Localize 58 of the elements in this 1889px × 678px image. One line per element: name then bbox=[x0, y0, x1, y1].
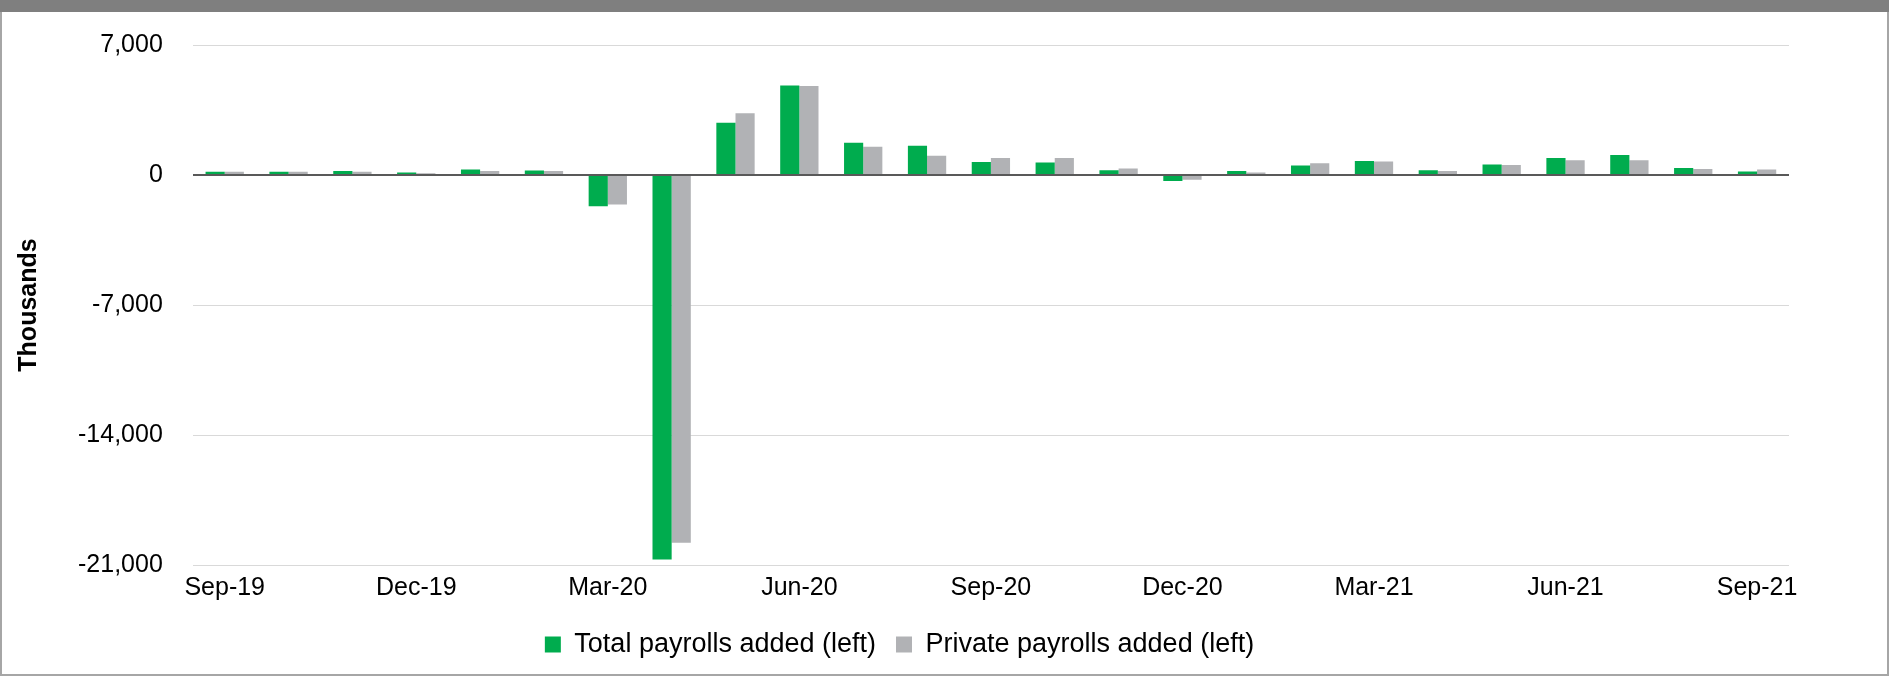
bar bbox=[333, 171, 353, 174]
bar bbox=[1737, 171, 1758, 174]
bar bbox=[480, 171, 500, 174]
bar bbox=[1310, 163, 1330, 174]
y-tick-label: 7,000 bbox=[100, 28, 163, 57]
x-tick-label: Mar-20 bbox=[568, 571, 648, 600]
y-tick-label: -21,000 bbox=[77, 548, 163, 577]
bar bbox=[1354, 160, 1374, 174]
bar bbox=[1373, 161, 1394, 174]
bar bbox=[735, 113, 755, 174]
bar bbox=[1693, 169, 1713, 174]
bar bbox=[588, 176, 608, 207]
x-tick-label: Sep-20 bbox=[950, 571, 1032, 600]
bar bbox=[1674, 167, 1694, 174]
bar bbox=[1757, 169, 1777, 174]
x-tick-label: Sep-21 bbox=[1716, 571, 1798, 600]
bar bbox=[1629, 160, 1649, 174]
bar bbox=[1610, 154, 1630, 174]
bar bbox=[907, 145, 928, 174]
bar bbox=[863, 146, 883, 174]
legend-label: Total payrolls added (left) bbox=[574, 627, 876, 658]
bar bbox=[1565, 160, 1585, 174]
bar bbox=[971, 162, 991, 174]
bar bbox=[844, 142, 864, 174]
legend-label: Private payrolls added (left) bbox=[925, 627, 1255, 658]
y-tick-label: -7,000 bbox=[91, 288, 163, 317]
bar bbox=[799, 86, 819, 174]
x-tick-label: Dec-20 bbox=[1142, 571, 1223, 600]
y-tick-label: -14,000 bbox=[77, 418, 163, 447]
bar bbox=[1227, 170, 1247, 174]
bar bbox=[671, 176, 691, 543]
bar bbox=[780, 85, 800, 174]
bar bbox=[1099, 170, 1119, 174]
bar bbox=[927, 155, 947, 174]
y-axis-title: Thousands bbox=[12, 238, 41, 372]
bar bbox=[1482, 164, 1502, 174]
bar bbox=[1054, 157, 1074, 174]
bar bbox=[1290, 165, 1311, 174]
bar bbox=[543, 171, 564, 174]
bar bbox=[652, 176, 672, 560]
bar bbox=[1546, 157, 1566, 174]
bar bbox=[1035, 162, 1055, 174]
x-tick-label: Jun-21 bbox=[1527, 571, 1604, 600]
bar bbox=[1182, 176, 1202, 180]
x-tick-label: Mar-21 bbox=[1334, 571, 1414, 600]
x-tick-label: Dec-19 bbox=[375, 571, 457, 600]
bar bbox=[607, 176, 627, 205]
bar bbox=[460, 169, 481, 174]
bar bbox=[990, 158, 1011, 174]
x-tick-label: Jun-20 bbox=[761, 571, 838, 600]
y-tick-label: 0 bbox=[148, 158, 163, 187]
bar bbox=[1501, 164, 1521, 174]
x-tick-label: Sep-19 bbox=[184, 571, 266, 600]
bar bbox=[1437, 170, 1457, 174]
bar bbox=[716, 122, 736, 174]
bar bbox=[1118, 168, 1138, 174]
bar bbox=[1163, 176, 1183, 181]
bar bbox=[1418, 170, 1438, 174]
